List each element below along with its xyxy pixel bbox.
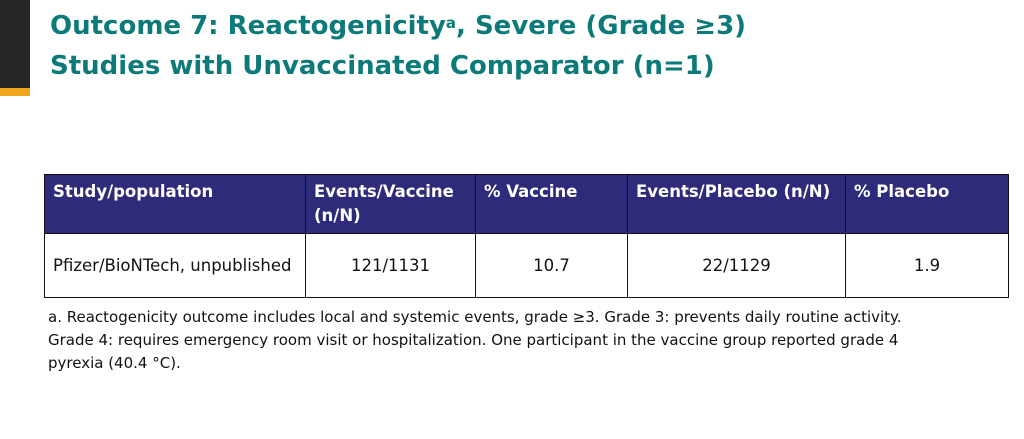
header-percent-placebo: % Placebo — [845, 174, 1009, 234]
title-line-2: Studies with Unvaccinated Comparator (n=… — [50, 51, 715, 81]
footnote-line-3: pyrexia (40.4 °C). — [48, 354, 181, 372]
footnote-line-2: Grade 4: requires emergency room visit o… — [48, 331, 899, 349]
accent-bar-gold — [0, 88, 30, 96]
footnote: a. Reactogenicity outcome includes local… — [48, 306, 1008, 375]
table-row: Pfizer/BioNTech, unpublished 121/1131 10… — [44, 233, 1009, 298]
header-events-placebo: Events/Placebo (n/N) — [627, 174, 846, 234]
cell-percent-vaccine: 10.7 — [475, 233, 628, 298]
title-rest: , Severe (Grade ≥3) — [456, 11, 747, 41]
accent-bar-dark — [0, 0, 30, 88]
table-header-row: Study/population Events/Vaccine (n/N) % … — [44, 174, 1009, 234]
cell-events-vaccine: 121/1131 — [305, 233, 476, 298]
cell-events-placebo: 22/1129 — [627, 233, 846, 298]
page-title: Outcome 7: Reactogenicitya, Severe (Grad… — [50, 6, 1010, 86]
header-study-population: Study/population — [44, 174, 306, 234]
header-percent-vaccine: % Vaccine — [475, 174, 628, 234]
header-events-vaccine: Events/Vaccine (n/N) — [305, 174, 476, 234]
title-line-1: Outcome 7: Reactogenicitya, Severe (Grad… — [50, 6, 1010, 46]
cell-study: Pfizer/BioNTech, unpublished — [44, 233, 306, 298]
cell-percent-placebo: 1.9 — [845, 233, 1009, 298]
results-table: Study/population Events/Vaccine (n/N) % … — [44, 174, 1009, 298]
footnote-line-1: a. Reactogenicity outcome includes local… — [48, 308, 902, 326]
title-footnote-marker: a — [445, 14, 457, 32]
title-main: Outcome 7: Reactogenicity — [50, 11, 446, 41]
